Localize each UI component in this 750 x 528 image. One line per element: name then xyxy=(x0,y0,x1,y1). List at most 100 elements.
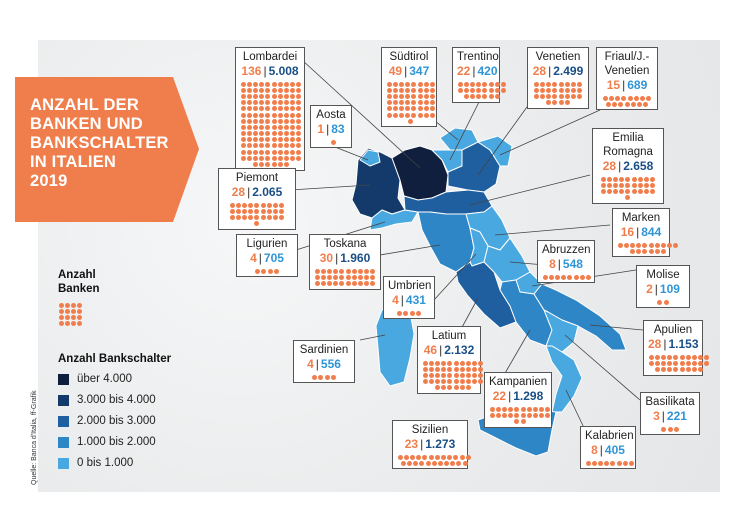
bank-dot xyxy=(259,87,265,93)
bank-dot xyxy=(495,412,501,418)
bank-dot xyxy=(654,248,660,254)
bank-dot xyxy=(630,242,636,248)
bank-dot xyxy=(266,202,272,208)
region-name: Kalabrien xyxy=(585,430,634,442)
bank-dot xyxy=(685,366,691,372)
separator: | xyxy=(622,78,626,92)
bank-dot xyxy=(277,93,283,99)
bank-dot xyxy=(246,118,252,124)
bank-dot xyxy=(667,426,673,432)
bank-dot xyxy=(260,208,266,214)
bank-dot xyxy=(259,162,265,168)
bank-dot xyxy=(478,379,484,385)
region-name: Molise xyxy=(646,269,680,281)
bank-dot xyxy=(254,214,260,220)
bank-dot xyxy=(679,366,685,372)
region-label-box: Emilia Romagna 28 | 2.658 xyxy=(592,128,664,204)
legend-label: 0 bis 1.000 xyxy=(77,457,134,469)
region-numbers: 28 | 2.658 xyxy=(597,159,659,174)
region-label-box: Sizilien 23 | 1.273 xyxy=(392,420,471,470)
bank-dot xyxy=(290,118,296,124)
separator: | xyxy=(315,357,319,371)
branch-count: 347 xyxy=(409,64,430,78)
bank-dot xyxy=(465,454,471,460)
bank-dot xyxy=(327,274,333,280)
bank-dot xyxy=(283,81,289,87)
bank-dot xyxy=(324,374,330,380)
bank-dot xyxy=(532,406,538,412)
bank-dot xyxy=(403,310,409,316)
region-numbers: 1 | 83 xyxy=(315,122,347,137)
bank-dot xyxy=(636,101,642,107)
region-name: Ligurien xyxy=(246,238,288,250)
bank-dot xyxy=(246,81,252,87)
bank-dot xyxy=(253,100,259,106)
bank-dot xyxy=(277,118,283,124)
bank-dot xyxy=(673,354,679,360)
bank-dot xyxy=(685,360,691,366)
bank-dot xyxy=(399,87,405,93)
bank-dot xyxy=(271,137,277,143)
bank-dot xyxy=(246,131,252,137)
bank-dot xyxy=(253,106,259,112)
bank-dot xyxy=(542,274,548,280)
bank-dot xyxy=(265,155,271,161)
bank-dot xyxy=(296,87,302,93)
bank-dot xyxy=(283,162,289,168)
bank-dot xyxy=(260,202,266,208)
bank-dot xyxy=(441,385,447,391)
bank-dot xyxy=(357,268,363,274)
bank-dot xyxy=(691,354,697,360)
bank-dot xyxy=(558,93,564,99)
bank-dot xyxy=(265,118,271,124)
bank-dot xyxy=(333,274,339,280)
bank-dot xyxy=(271,112,277,118)
bank-dot xyxy=(459,372,465,378)
bank-dot xyxy=(585,274,591,280)
bank-dot xyxy=(259,112,265,118)
region-name: Emilia Romagna xyxy=(603,132,653,158)
bank-dot xyxy=(577,93,583,99)
bank-dot xyxy=(290,149,296,155)
bank-dot xyxy=(410,454,416,460)
bank-dot xyxy=(283,124,289,130)
bank-dot xyxy=(533,81,539,87)
separator: | xyxy=(472,64,476,78)
region-numbers: 30 | 1.960 xyxy=(314,251,376,266)
bank-dot xyxy=(428,379,434,385)
bank-dot xyxy=(650,182,656,188)
bank-dots xyxy=(386,81,436,124)
bank-dot xyxy=(417,106,423,112)
bank-dot xyxy=(283,143,289,149)
bank-dot xyxy=(435,360,441,366)
bank-dot xyxy=(606,182,612,188)
bank-dot xyxy=(229,208,235,214)
branch-count: 2.132 xyxy=(444,343,475,357)
bank-dot xyxy=(240,155,246,161)
bank-dot xyxy=(399,93,405,99)
bank-dot xyxy=(459,360,465,366)
bank-dot xyxy=(253,93,259,99)
bank-dot xyxy=(345,280,351,286)
bank-dot xyxy=(657,299,663,305)
bank-dot xyxy=(265,149,271,155)
bank-dot xyxy=(259,118,265,124)
bank-dot xyxy=(259,131,265,137)
bank-dot xyxy=(698,360,704,366)
bank-dot xyxy=(333,268,339,274)
branch-count: 689 xyxy=(627,78,648,92)
bank-dot xyxy=(255,268,261,274)
bank-dot xyxy=(296,81,302,87)
bank-dot xyxy=(636,242,642,248)
bank-dot xyxy=(691,360,697,366)
branch-count: 2.499 xyxy=(553,64,584,78)
bank-dot xyxy=(312,374,318,380)
bank-dot xyxy=(459,454,465,460)
bank-dots xyxy=(585,460,635,466)
region-label-box: Kampanien 22 | 1.298 xyxy=(484,372,552,428)
bank-count: 28 xyxy=(602,159,617,173)
bank-dot xyxy=(660,248,666,254)
bank-dots xyxy=(305,374,342,380)
bank-dot xyxy=(423,87,429,93)
bank-dot xyxy=(598,460,604,466)
